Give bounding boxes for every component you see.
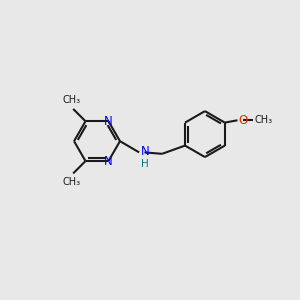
Text: H: H (141, 159, 148, 169)
Text: N: N (104, 115, 113, 128)
Text: N: N (104, 154, 113, 168)
Text: CH₃: CH₃ (62, 177, 80, 187)
Text: N: N (141, 145, 149, 158)
Text: CH₃: CH₃ (255, 115, 273, 125)
Text: CH₃: CH₃ (62, 95, 80, 105)
Text: O: O (238, 114, 247, 127)
